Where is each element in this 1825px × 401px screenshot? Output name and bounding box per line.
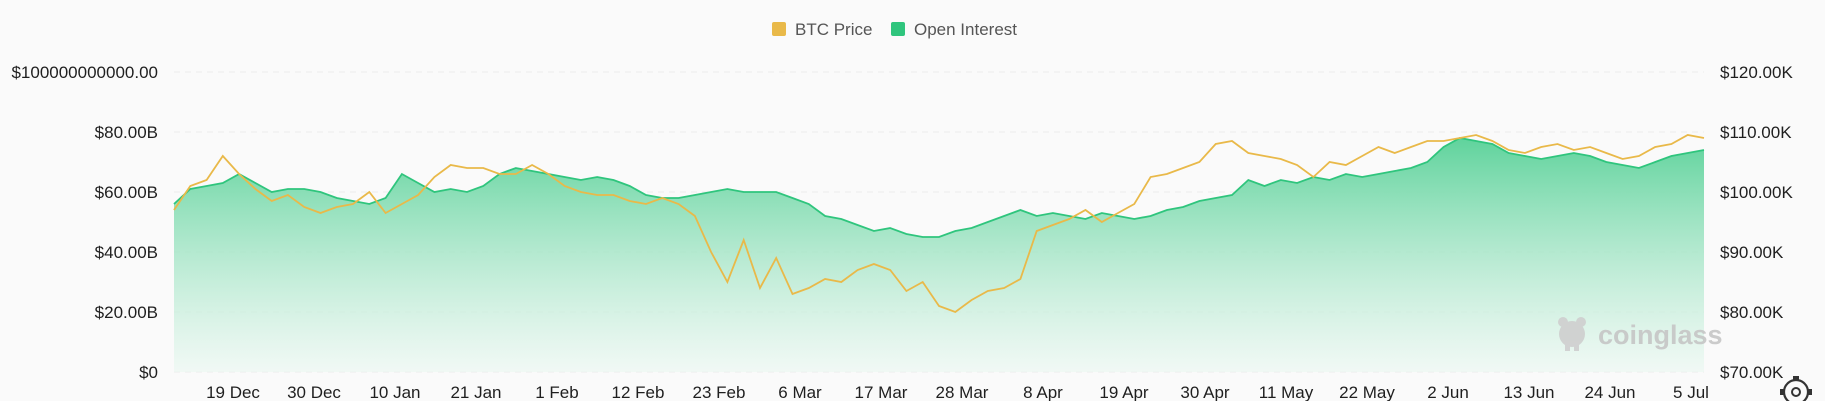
coinglass-logo-icon — [1558, 317, 1586, 351]
x-tick-label: 19 Dec — [206, 383, 260, 401]
left-tick-label: $80.00B — [95, 123, 158, 142]
open-interest-swatch — [891, 22, 905, 36]
x-tick-label: 19 Apr — [1099, 383, 1148, 401]
x-tick-label: 11 May — [1259, 383, 1314, 401]
x-tick-label: 24 Jun — [1584, 383, 1635, 401]
x-tick-label: 30 Apr — [1180, 383, 1229, 401]
legend-oi-label: Open Interest — [914, 20, 1017, 39]
open-interest-line — [173, 137, 1705, 238]
x-tick-label: 23 Feb — [693, 383, 746, 401]
right-tick-label: $70.00K — [1720, 363, 1784, 382]
left-tick-label: $100000000000.00 — [11, 63, 158, 82]
x-tick-label: 28 Mar — [936, 383, 989, 401]
watermark-text: coinglass — [1598, 320, 1723, 350]
x-tick-label: 2 Jun — [1427, 383, 1469, 401]
x-tick-label: 10 Jan — [369, 383, 420, 401]
legend-btc-label: BTC Price — [795, 20, 872, 39]
right-tick-label: $90.00K — [1720, 243, 1784, 262]
right-tick-label: $80.00K — [1720, 303, 1784, 322]
legend: BTC Price Open Interest — [772, 20, 1017, 39]
x-tick-label: 5 Jul — [1673, 383, 1709, 401]
x-axis: 19 Dec 30 Dec 10 Jan 21 Jan 1 Feb 12 Feb 23 Fe… — [206, 383, 1709, 401]
right-tick-label: $120.00K — [1720, 63, 1793, 82]
legend-item-open-interest[interactable]: Open Interest — [891, 20, 1017, 39]
x-tick-label: 13 Jun — [1503, 383, 1554, 401]
left-tick-label: $0 — [139, 363, 158, 382]
btc-price-swatch — [772, 22, 786, 36]
x-tick-label: 30 Dec — [287, 383, 341, 401]
btc-price-line — [173, 134, 1705, 314]
right-tick-label: $110.00K — [1720, 123, 1792, 142]
x-tick-label: 22 May — [1339, 383, 1395, 401]
legend-item-btc-price[interactable]: BTC Price — [772, 20, 872, 39]
left-axis: $0 $20.00B $40.00B $60.00B $80.00B $100000000… — [11, 63, 158, 382]
right-tick-label: $100.00K — [1720, 183, 1793, 202]
left-tick-label: $20.00B — [95, 303, 158, 322]
x-tick-label: 6 Mar — [778, 383, 822, 401]
right-axis: $70.00K $80.00K $90.00K $100.00K $110.00K $12… — [1720, 63, 1793, 382]
open-interest-area — [174, 138, 1704, 372]
x-tick-label: 17 Mar — [855, 383, 908, 401]
x-tick-label: 21 Jan — [450, 383, 501, 401]
watermark: coinglass — [1558, 317, 1723, 351]
left-tick-label: $40.00B — [95, 243, 158, 262]
left-tick-label: $60.00B — [95, 183, 158, 202]
x-tick-label: 1 Feb — [535, 383, 578, 401]
x-tick-label: 8 Apr — [1023, 383, 1063, 401]
x-tick-label: 12 Feb — [612, 383, 665, 401]
gear-icon[interactable] — [1780, 376, 1812, 401]
